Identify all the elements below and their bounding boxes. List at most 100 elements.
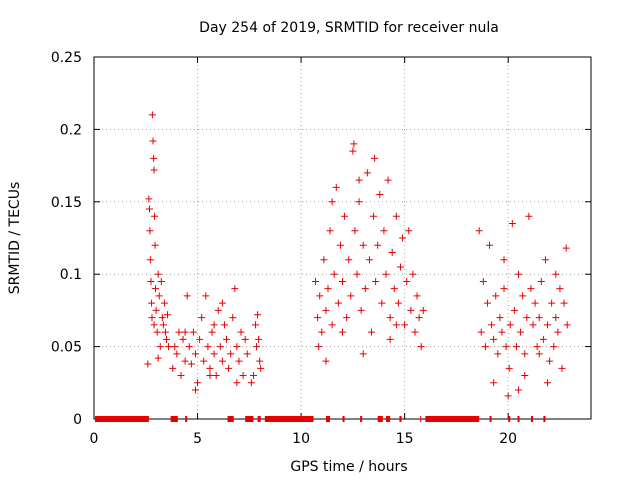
- data-point: [315, 343, 323, 351]
- x-tick-label: 15: [396, 431, 414, 447]
- data-point: [312, 277, 320, 285]
- data-point: [477, 328, 485, 336]
- data-point: [415, 314, 423, 322]
- data-point: [150, 166, 158, 174]
- data-point: [322, 357, 330, 365]
- data-point: [380, 227, 388, 235]
- data-point: [146, 227, 154, 235]
- data-point: [529, 321, 537, 329]
- data-point: [560, 299, 568, 307]
- data-point: [548, 299, 556, 307]
- data-point: [382, 270, 390, 278]
- data-point: [339, 328, 346, 336]
- data-point: [355, 198, 363, 206]
- data-point: [376, 191, 384, 199]
- data-point: [181, 357, 189, 365]
- data-point: [157, 277, 165, 285]
- data-point: [411, 328, 419, 336]
- data-point: [147, 277, 155, 285]
- data-point: [206, 364, 214, 372]
- data-point: [239, 372, 247, 380]
- data-point: [399, 234, 407, 242]
- data-point: [481, 343, 489, 351]
- data-point: [336, 241, 344, 249]
- data-point: [353, 270, 361, 278]
- data-point: [196, 335, 204, 343]
- data-point: [220, 321, 228, 329]
- data-point: [152, 306, 160, 314]
- data-point: [237, 328, 245, 336]
- data-point: [550, 343, 558, 351]
- data-point: [144, 360, 152, 368]
- data-point: [241, 335, 249, 343]
- data-point: [419, 306, 427, 314]
- data-point: [173, 350, 181, 358]
- data-point: [372, 277, 380, 285]
- data-point: [350, 140, 358, 148]
- data-point: [384, 176, 392, 184]
- y-tick-label: 0.15: [51, 195, 82, 211]
- data-point: [510, 306, 518, 314]
- data-point: [150, 154, 158, 162]
- data-point: [257, 364, 265, 372]
- data-point: [527, 285, 535, 293]
- data-point: [512, 343, 520, 351]
- data-point: [314, 314, 322, 322]
- data-point: [552, 270, 560, 278]
- data-point: [218, 357, 226, 365]
- data-point: [171, 343, 179, 351]
- data-series-srmtid: [144, 111, 571, 400]
- data-point: [525, 212, 533, 220]
- x-tick-label: 10: [292, 431, 310, 447]
- plot-frame: [93, 56, 592, 420]
- data-point: [417, 343, 425, 351]
- y-tick-label: 0.25: [51, 50, 82, 66]
- data-point: [535, 350, 543, 358]
- data-point: [154, 354, 162, 362]
- data-point: [521, 372, 529, 380]
- data-point: [396, 263, 404, 271]
- data-point: [523, 314, 531, 322]
- data-point: [345, 256, 353, 264]
- data-point: [533, 343, 541, 351]
- data-point: [149, 137, 157, 145]
- y-axis-label: SRMTID / TECUs: [7, 182, 23, 295]
- data-point: [326, 227, 334, 235]
- data-point: [216, 343, 224, 351]
- data-point: [365, 256, 373, 264]
- data-point: [328, 198, 336, 206]
- data-point: [162, 335, 170, 343]
- data-point: [490, 379, 498, 387]
- data-point: [183, 292, 191, 300]
- data-point: [405, 227, 413, 235]
- data-point: [148, 111, 156, 119]
- data-point: [413, 292, 421, 300]
- data-point: [191, 350, 199, 358]
- data-point: [563, 321, 571, 329]
- data-point: [233, 379, 241, 387]
- data-point: [374, 241, 382, 249]
- data-point: [494, 350, 502, 358]
- data-point: [361, 285, 369, 293]
- data-point: [187, 360, 195, 368]
- data-point: [151, 241, 159, 249]
- data-point: [218, 299, 226, 307]
- data-point: [153, 328, 161, 336]
- data-point: [253, 343, 261, 351]
- data-point: [370, 212, 378, 220]
- data-point: [544, 321, 552, 329]
- data-point: [490, 335, 498, 343]
- data-point: [386, 335, 394, 343]
- data-point: [169, 364, 177, 372]
- data-point: [194, 379, 202, 387]
- data-point: [225, 364, 233, 372]
- data-point: [256, 357, 264, 365]
- data-point: [328, 321, 336, 329]
- data-point: [229, 314, 237, 322]
- x-tick-label: 0: [90, 431, 99, 447]
- data-point: [158, 314, 166, 322]
- data-point: [500, 256, 508, 264]
- data-point: [351, 227, 359, 235]
- data-point: [357, 306, 365, 314]
- data-point: [175, 328, 183, 336]
